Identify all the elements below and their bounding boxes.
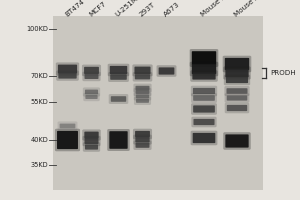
FancyBboxPatch shape [133,129,152,139]
FancyBboxPatch shape [226,77,248,83]
Text: PRODH: PRODH [270,70,296,76]
FancyBboxPatch shape [136,143,149,148]
FancyBboxPatch shape [190,70,218,82]
FancyBboxPatch shape [135,74,150,79]
FancyBboxPatch shape [134,140,152,150]
Text: 55KD: 55KD [30,99,48,105]
FancyBboxPatch shape [136,99,149,103]
FancyBboxPatch shape [227,95,247,101]
FancyBboxPatch shape [193,133,215,143]
FancyBboxPatch shape [225,93,249,103]
FancyBboxPatch shape [191,93,217,103]
FancyBboxPatch shape [223,56,251,72]
FancyBboxPatch shape [107,129,130,151]
FancyBboxPatch shape [110,66,127,74]
Text: 70KD: 70KD [30,73,48,79]
FancyBboxPatch shape [56,70,79,81]
FancyBboxPatch shape [193,88,215,94]
FancyBboxPatch shape [224,75,250,85]
FancyBboxPatch shape [56,62,79,76]
FancyBboxPatch shape [58,65,77,73]
FancyBboxPatch shape [110,74,127,80]
FancyBboxPatch shape [82,65,101,76]
FancyBboxPatch shape [83,87,100,97]
FancyBboxPatch shape [193,105,215,113]
Text: A673: A673 [163,1,181,18]
FancyBboxPatch shape [190,49,218,67]
Text: U-251MG: U-251MG [115,0,144,18]
FancyBboxPatch shape [82,136,100,146]
FancyBboxPatch shape [192,51,216,65]
FancyBboxPatch shape [223,132,251,150]
FancyBboxPatch shape [134,67,151,74]
FancyBboxPatch shape [85,95,98,99]
FancyBboxPatch shape [134,84,152,92]
FancyBboxPatch shape [108,64,129,76]
FancyBboxPatch shape [136,94,149,98]
FancyBboxPatch shape [84,132,99,138]
FancyBboxPatch shape [133,135,152,145]
FancyBboxPatch shape [111,96,126,102]
Text: 35KD: 35KD [30,162,48,168]
FancyBboxPatch shape [191,86,217,96]
FancyBboxPatch shape [134,92,151,101]
FancyBboxPatch shape [157,65,176,77]
Bar [52,16,262,190]
FancyBboxPatch shape [191,117,217,127]
FancyBboxPatch shape [134,88,152,96]
FancyBboxPatch shape [194,119,214,125]
Text: Mouse liver: Mouse liver [200,0,236,18]
Text: MCF7: MCF7 [88,1,107,18]
Text: 40KD: 40KD [30,137,48,143]
FancyBboxPatch shape [225,69,249,77]
FancyBboxPatch shape [85,90,98,94]
FancyBboxPatch shape [84,67,99,74]
FancyBboxPatch shape [227,105,247,111]
FancyBboxPatch shape [132,64,153,76]
Text: Mouse kidney: Mouse kidney [233,0,275,18]
Text: 293T: 293T [139,2,157,18]
FancyBboxPatch shape [58,121,77,131]
Text: BT474: BT474 [64,0,85,18]
FancyBboxPatch shape [60,124,75,128]
FancyBboxPatch shape [192,64,216,74]
FancyBboxPatch shape [159,67,174,75]
Text: 100KD: 100KD [26,26,48,32]
FancyBboxPatch shape [225,134,249,148]
FancyBboxPatch shape [83,142,100,152]
FancyBboxPatch shape [190,131,218,145]
FancyBboxPatch shape [190,62,218,76]
FancyBboxPatch shape [82,72,100,81]
FancyBboxPatch shape [109,94,128,104]
FancyBboxPatch shape [85,138,98,144]
FancyBboxPatch shape [225,103,249,113]
FancyBboxPatch shape [135,131,150,137]
FancyBboxPatch shape [136,86,149,90]
FancyBboxPatch shape [83,93,100,101]
FancyBboxPatch shape [191,103,217,115]
FancyBboxPatch shape [192,72,216,80]
FancyBboxPatch shape [225,58,249,70]
FancyBboxPatch shape [136,90,149,94]
FancyBboxPatch shape [224,86,250,96]
FancyBboxPatch shape [193,95,215,101]
FancyBboxPatch shape [133,72,152,82]
FancyBboxPatch shape [134,97,151,105]
FancyBboxPatch shape [55,129,80,151]
FancyBboxPatch shape [108,72,129,82]
FancyBboxPatch shape [226,88,248,94]
FancyBboxPatch shape [85,74,98,79]
FancyBboxPatch shape [57,131,78,149]
FancyBboxPatch shape [223,66,251,80]
FancyBboxPatch shape [109,131,128,149]
FancyBboxPatch shape [82,129,101,141]
FancyBboxPatch shape [135,137,150,142]
FancyBboxPatch shape [85,144,98,150]
FancyBboxPatch shape [58,73,77,79]
